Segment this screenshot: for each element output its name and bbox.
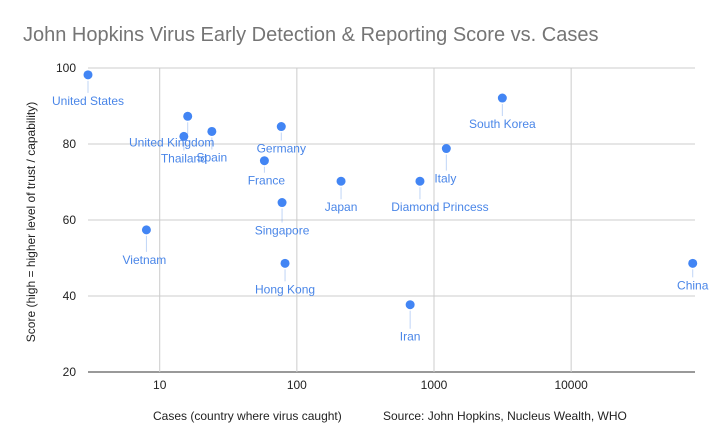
y-tick-label: 20 xyxy=(63,365,77,379)
x-tick-label: 100 xyxy=(287,378,307,392)
grid xyxy=(88,67,695,373)
data-point xyxy=(336,176,346,186)
data-point xyxy=(441,144,451,154)
data-point-label: United States xyxy=(52,94,124,108)
data-point-label: France xyxy=(248,174,286,188)
data-point xyxy=(259,156,269,166)
data-point-label: Iran xyxy=(400,330,421,344)
data-point xyxy=(179,131,189,141)
data-point xyxy=(141,225,151,235)
x-axis-label: Cases (country where virus caught) xyxy=(153,409,342,423)
data-point-label: Spain xyxy=(197,150,228,164)
data-point xyxy=(497,93,507,103)
data-point xyxy=(280,258,290,268)
data-point-label: Vietnam xyxy=(123,253,167,267)
x-tick-label: 10 xyxy=(153,378,167,392)
y-tick-label: 80 xyxy=(63,137,77,151)
source-note: Source: John Hopkins, Nucleus Wealth, WH… xyxy=(383,409,627,423)
data-point xyxy=(405,300,415,310)
data-point xyxy=(277,198,287,208)
data-point-label: South Korea xyxy=(469,117,536,131)
y-axis-label: Score (high = higher level of trust / ca… xyxy=(24,102,38,342)
y-tick-label: 60 xyxy=(63,213,77,227)
point-labels: United States United KingdomSpainThailand… xyxy=(52,94,709,344)
data-point-label: Hong Kong xyxy=(255,282,315,296)
x-tick-label: 1000 xyxy=(421,378,448,392)
data-point xyxy=(688,258,698,268)
data-point xyxy=(183,111,193,121)
data-point-label: China xyxy=(677,278,709,292)
data-point xyxy=(415,176,425,186)
data-point-label: Thailand xyxy=(161,151,207,165)
y-tick-label: 40 xyxy=(63,289,77,303)
data-point-label: United Kingdom xyxy=(129,135,214,149)
x-tick-label: 10000 xyxy=(554,378,588,392)
y-tick-label: 100 xyxy=(56,61,76,75)
data-point-label: Singapore xyxy=(255,224,310,238)
data-point-label: Germany xyxy=(257,142,306,156)
data-point xyxy=(83,70,93,80)
data-points xyxy=(83,70,698,310)
data-point xyxy=(207,126,217,136)
data-point-label: Diamond Princess xyxy=(391,200,488,214)
data-point xyxy=(276,122,286,132)
label-leaders xyxy=(87,80,694,329)
data-point-label: Italy xyxy=(434,172,456,186)
chart-title: John Hopkins Virus Early Detection & Rep… xyxy=(23,24,598,46)
axis-ticks: 20 40 60 80 100 10 100 1000 10000 xyxy=(56,61,588,392)
data-point-label: Japan xyxy=(325,200,358,214)
